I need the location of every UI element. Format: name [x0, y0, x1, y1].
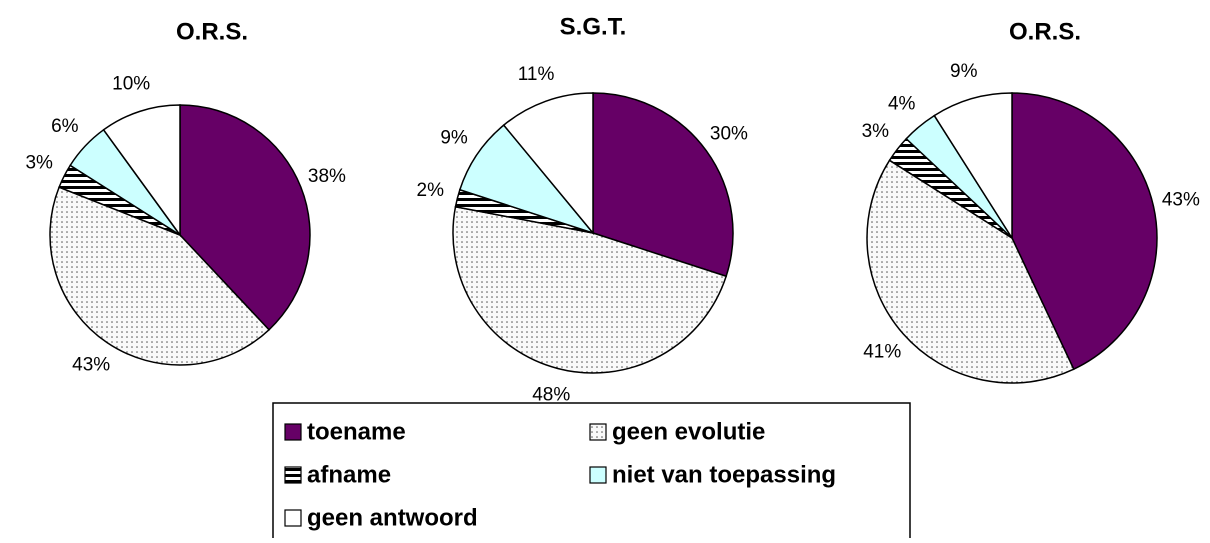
- pie-slice: [933, 92, 1013, 241]
- pie-slice: [452, 205, 728, 374]
- chart-title: O.R.S.: [176, 18, 248, 45]
- pie-slice: [1011, 92, 1158, 371]
- data-label: 4%: [888, 94, 916, 115]
- legend-swatch: [589, 466, 607, 484]
- pie-slice: [102, 104, 181, 238]
- chart-title: S.G.T.: [560, 13, 627, 40]
- data-label: 43%: [1162, 189, 1200, 210]
- legend-label: geen antwoord: [307, 504, 478, 531]
- data-label: 41%: [863, 341, 901, 362]
- data-label: 3%: [862, 121, 890, 142]
- pie-slice: [179, 104, 311, 331]
- pie-slice: [49, 186, 271, 366]
- data-label: 3%: [25, 152, 53, 173]
- data-label: 10%: [112, 74, 150, 95]
- data-label: 30%: [710, 123, 748, 144]
- pie-slice: [866, 159, 1075, 384]
- legend-label: afname: [307, 461, 391, 488]
- legend-label: geen evolutie: [612, 418, 765, 445]
- pie-slice: [502, 92, 594, 236]
- legend-swatch: [284, 423, 302, 441]
- data-label: 2%: [417, 180, 445, 201]
- legend-swatch: [284, 466, 302, 484]
- legend-label: niet van toepassing: [612, 461, 836, 488]
- data-label: 48%: [532, 385, 570, 406]
- legend-label: toename: [307, 418, 406, 445]
- legend-swatch: [589, 423, 607, 441]
- data-label: 6%: [51, 116, 79, 137]
- data-label: 43%: [72, 355, 110, 376]
- legend-swatch: [284, 509, 302, 527]
- chart-title: O.R.S.: [1009, 18, 1081, 45]
- data-label: 9%: [440, 128, 468, 149]
- data-label: 38%: [308, 166, 346, 187]
- pie-slice: [458, 124, 596, 235]
- data-label: 11%: [518, 64, 555, 85]
- data-label: 9%: [950, 61, 978, 82]
- pie-slice: [592, 92, 734, 278]
